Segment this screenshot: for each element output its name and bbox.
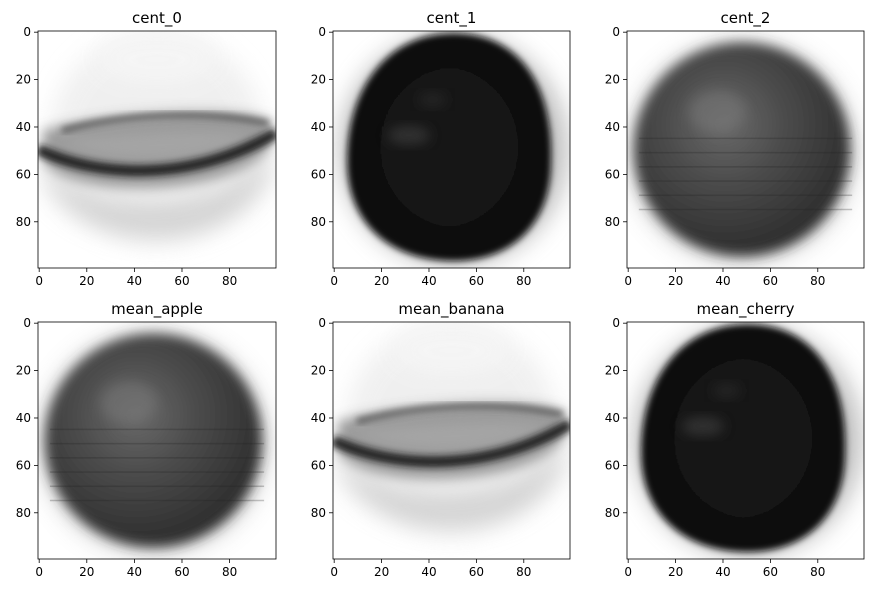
y-tick-label: 0 <box>612 316 620 330</box>
y-tick-label: 60 <box>605 167 620 181</box>
x-tick-label: 20 <box>79 565 94 579</box>
x-tick-label: 20 <box>374 274 389 288</box>
subplot-title: cent_1 <box>427 9 477 28</box>
x-tick-label: 20 <box>668 565 683 579</box>
y-tick-label: 20 <box>16 364 31 378</box>
x-tick-label: 40 <box>127 274 142 288</box>
x-tick-label: 0 <box>330 565 338 579</box>
y-tick-label: 60 <box>16 167 31 181</box>
y-tick-label: 60 <box>605 458 620 472</box>
x-tick-label: 60 <box>469 565 484 579</box>
axes-frame <box>332 30 571 269</box>
x-tick-label: 80 <box>516 565 531 579</box>
subplot-cent_0: cent_0 0 20 40 60 80 0 20 40 60 80 <box>16 9 277 288</box>
y-tick-label: 80 <box>311 215 326 229</box>
x-tick-label: 80 <box>810 274 825 288</box>
axes-frame <box>37 30 277 269</box>
y-tick-label: 80 <box>311 506 326 520</box>
y-tick-label: 60 <box>311 458 326 472</box>
y-tick-label: 40 <box>311 411 326 425</box>
heatmap-image-cherry <box>340 33 568 266</box>
x-tick-label: 60 <box>763 565 778 579</box>
y-tick-label: 20 <box>605 364 620 378</box>
subplot-cent_1: cent_1 0 20 40 60 80 0 20 40 60 80 <box>311 9 571 288</box>
subplot-mean_apple: mean_apple 0 20 40 60 80 0 20 40 60 80 <box>16 300 277 579</box>
x-tick-label: 40 <box>421 565 436 579</box>
x-tick-label: 60 <box>174 565 189 579</box>
y-tick-label: 40 <box>16 411 31 425</box>
y-tick-label: 0 <box>612 25 620 39</box>
subplot-mean_cherry: mean_cherry 0 20 40 60 80 0 20 40 60 80 <box>605 300 865 579</box>
y-tick-label: 60 <box>311 167 326 181</box>
x-tick-label: 0 <box>624 565 632 579</box>
heatmap-image-cherry <box>634 324 862 557</box>
y-tick-label: 0 <box>23 25 31 39</box>
x-tick-label: 40 <box>421 274 436 288</box>
x-tick-label: 60 <box>763 274 778 288</box>
x-tick-label: 40 <box>715 565 730 579</box>
axes-frame <box>626 321 865 560</box>
y-tick-label: 20 <box>311 364 326 378</box>
heatmap-image-banana <box>333 322 570 536</box>
y-tick-label: 80 <box>605 215 620 229</box>
y-tick-label: 20 <box>605 73 620 87</box>
y-tick-label: 60 <box>16 458 31 472</box>
y-tick-label: 80 <box>16 215 31 229</box>
subplot-title: mean_banana <box>398 300 504 319</box>
axes-frame <box>332 321 571 560</box>
y-tick-label: 20 <box>16 73 31 87</box>
heatmap-image-banana <box>38 31 276 245</box>
y-tick-label: 80 <box>16 506 31 520</box>
x-tick-label: 40 <box>715 274 730 288</box>
y-tick-label: 0 <box>318 316 326 330</box>
x-tick-label: 80 <box>222 565 237 579</box>
x-tick-label: 0 <box>35 274 43 288</box>
axes-frame <box>37 321 277 560</box>
axes-frame <box>626 30 865 269</box>
y-tick-label: 80 <box>605 506 620 520</box>
x-tick-label: 80 <box>810 565 825 579</box>
subplot-title: cent_0 <box>132 9 182 28</box>
x-tick-label: 20 <box>668 274 683 288</box>
y-tick-label: 40 <box>605 120 620 134</box>
x-tick-label: 0 <box>35 565 43 579</box>
subplot-mean_banana: mean_banana 0 20 40 60 80 0 20 40 60 80 <box>311 300 571 579</box>
heatmap-image-apple <box>39 331 268 554</box>
subplot-title: mean_cherry <box>697 300 795 319</box>
x-tick-label: 60 <box>469 274 484 288</box>
y-tick-label: 20 <box>311 73 326 87</box>
x-tick-label: 60 <box>174 274 189 288</box>
x-tick-label: 40 <box>127 565 142 579</box>
x-tick-label: 20 <box>374 565 389 579</box>
x-tick-label: 0 <box>330 274 338 288</box>
y-tick-label: 0 <box>318 25 326 39</box>
x-tick-label: 80 <box>516 274 531 288</box>
subplot-title: cent_2 <box>721 9 771 28</box>
y-tick-label: 40 <box>16 120 31 134</box>
x-tick-label: 0 <box>624 274 632 288</box>
y-tick-label: 0 <box>23 316 31 330</box>
y-tick-label: 40 <box>605 411 620 425</box>
heatmap-image-apple <box>628 40 856 263</box>
subplot-title: mean_apple <box>111 300 203 319</box>
subplot-cent_2: cent_2 0 20 40 60 80 0 20 40 60 80 <box>605 9 865 288</box>
y-tick-label: 40 <box>311 120 326 134</box>
x-tick-label: 80 <box>222 274 237 288</box>
x-tick-label: 20 <box>79 274 94 288</box>
